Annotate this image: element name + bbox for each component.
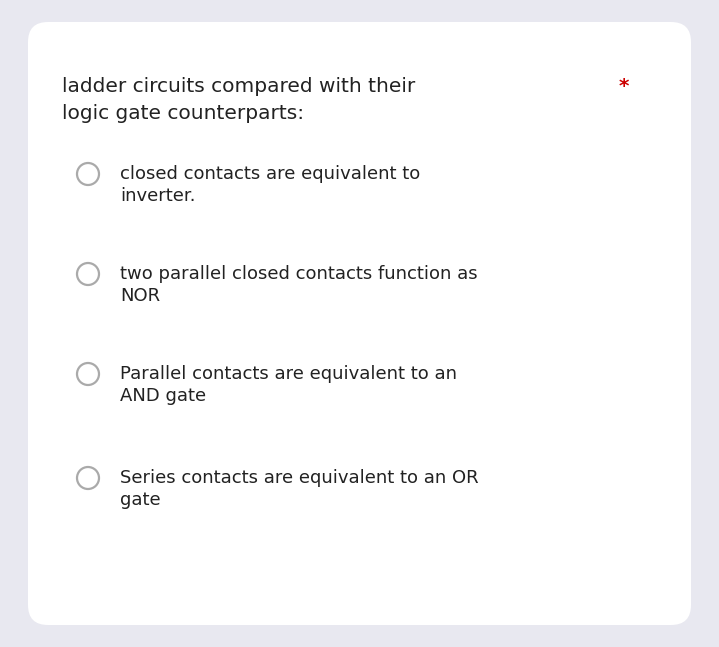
Text: two parallel closed contacts function as: two parallel closed contacts function as [120,265,477,283]
Text: inverter.: inverter. [120,187,196,205]
Circle shape [77,363,99,385]
Circle shape [77,263,99,285]
Text: logic gate counterparts:: logic gate counterparts: [62,104,304,123]
Text: NOR: NOR [120,287,160,305]
Text: ladder circuits compared with their: ladder circuits compared with their [62,77,416,96]
Circle shape [77,467,99,489]
Text: Parallel contacts are equivalent to an: Parallel contacts are equivalent to an [120,365,457,383]
Text: gate: gate [120,491,160,509]
FancyBboxPatch shape [28,22,691,625]
Text: *: * [619,77,629,96]
Text: closed contacts are equivalent to: closed contacts are equivalent to [120,165,420,183]
Text: Series contacts are equivalent to an OR: Series contacts are equivalent to an OR [120,469,479,487]
Circle shape [77,163,99,185]
Text: AND gate: AND gate [120,387,206,405]
